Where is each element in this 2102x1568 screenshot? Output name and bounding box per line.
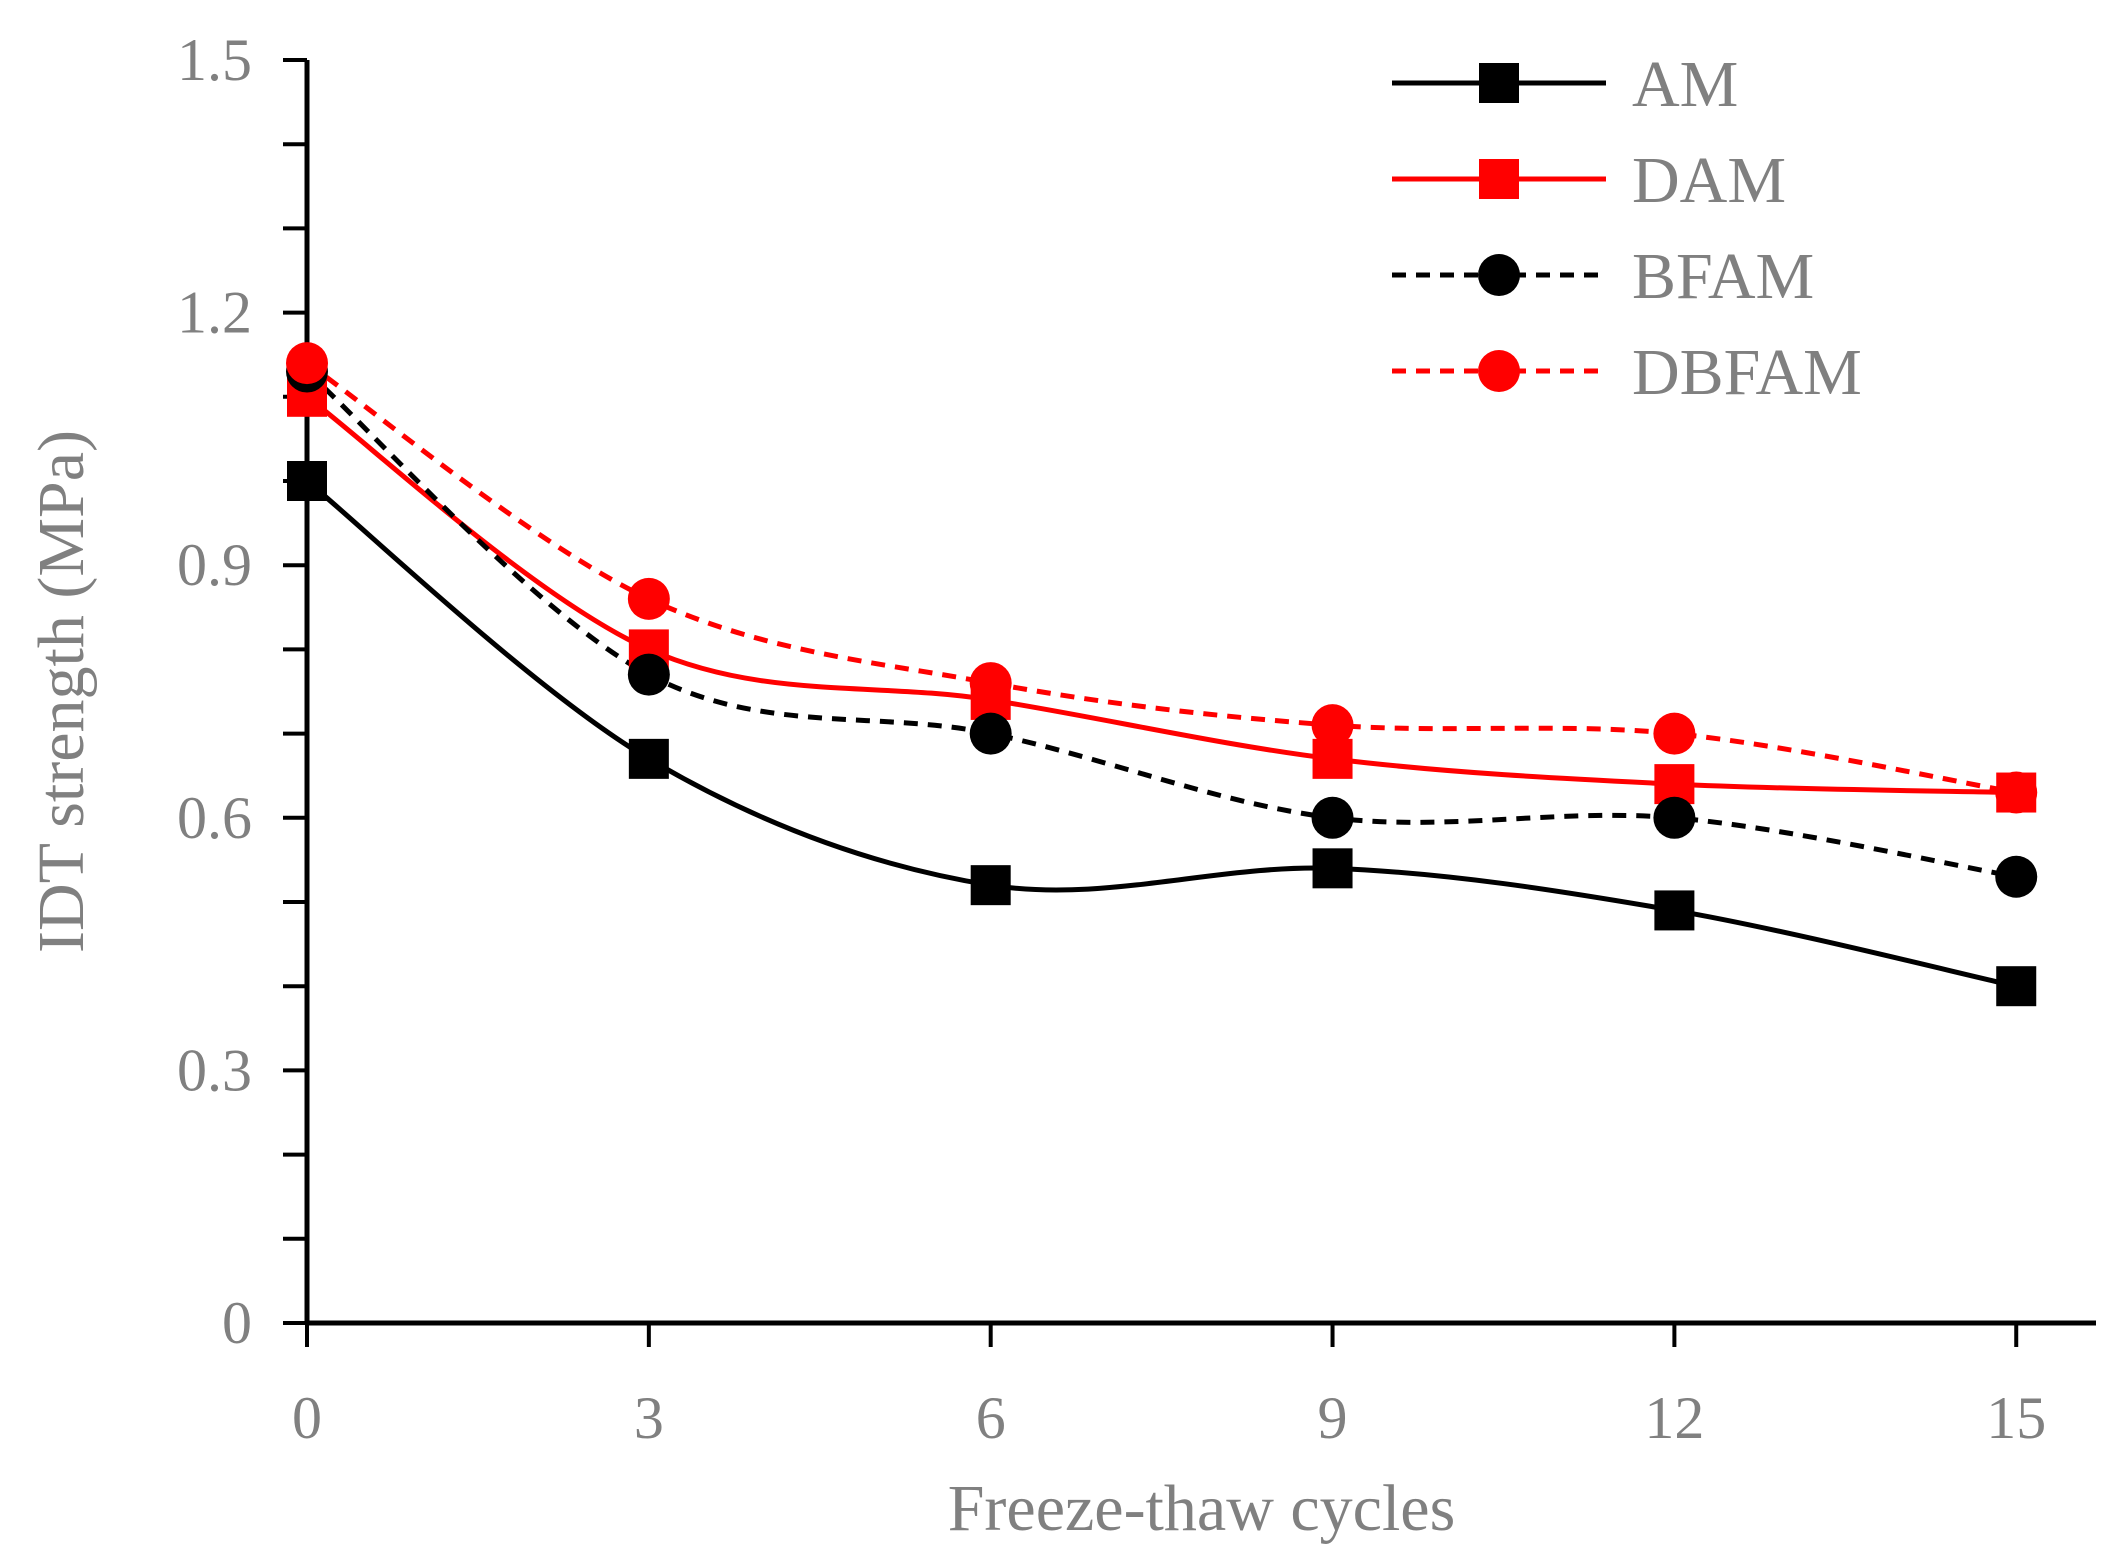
y-tick-label: 0 — [222, 1290, 252, 1356]
legend-item-dam: DAM — [1392, 144, 1786, 217]
data-point-bfam — [1995, 855, 2038, 898]
x-tick-label: 12 — [1644, 1385, 1704, 1451]
legend: AM DAM BFAM DBFAM — [1392, 48, 1862, 409]
legend-marker-dbfam — [1478, 350, 1520, 392]
y-tick-label: 1.5 — [177, 27, 252, 93]
x-tick-label: 9 — [1318, 1385, 1348, 1451]
data-point-am — [970, 865, 1011, 906]
legend-label-bfam: BFAM — [1632, 240, 1814, 313]
legend-marker-dam — [1479, 159, 1519, 199]
y-tick-label: 1.2 — [177, 280, 252, 346]
y-tick-label: 0.6 — [177, 785, 252, 851]
data-point-bfam — [1653, 796, 1696, 839]
data-point-dbfam — [969, 662, 1012, 705]
data-point-bfam — [1311, 796, 1354, 839]
data-point-am — [287, 461, 327, 501]
data-point-dbfam — [286, 342, 328, 385]
data-point-dbfam — [1311, 704, 1354, 747]
data-point-am — [628, 738, 669, 779]
legend-item-dbfam: DBFAM — [1392, 336, 1862, 409]
data-point-am — [1654, 890, 1695, 931]
x-tick-label: 0 — [292, 1385, 322, 1451]
data-point-bfam — [969, 712, 1012, 755]
series-line-dbfam — [305, 361, 2017, 796]
legend-label-dbfam: DBFAM — [1632, 336, 1862, 409]
legend-item-am: AM — [1392, 48, 1738, 121]
x-tick-label: 6 — [976, 1385, 1006, 1451]
data-point-am — [1996, 966, 2037, 1007]
data-point-bfam — [627, 653, 670, 696]
y-axis-title: IDT strength (MPa) — [25, 430, 98, 953]
series-lines — [305, 361, 2017, 989]
data-point-dbfam — [1653, 712, 1696, 755]
x-tick-label: 15 — [1986, 1385, 2046, 1451]
legend-label-am: AM — [1632, 48, 1738, 121]
series-line-bfam — [305, 369, 2017, 880]
y-tick-label: 0.3 — [177, 1037, 252, 1103]
x-tick-label: 3 — [634, 1385, 664, 1451]
legend-marker-am — [1479, 63, 1519, 103]
legend-marker-bfam — [1478, 254, 1520, 296]
y-tick-label: 0.9 — [177, 532, 252, 598]
series-markers — [286, 342, 2038, 1007]
legend-item-bfam: BFAM — [1392, 240, 1814, 313]
data-point-dbfam — [1995, 771, 2038, 814]
series-line-dam — [305, 394, 2017, 796]
x-axis-title: Freeze-thaw cycles — [948, 1472, 1456, 1545]
data-point-am — [1312, 848, 1353, 889]
series-line-am — [305, 479, 2017, 989]
legend-label-dam: DAM — [1632, 144, 1786, 217]
data-point-dbfam — [627, 577, 670, 620]
